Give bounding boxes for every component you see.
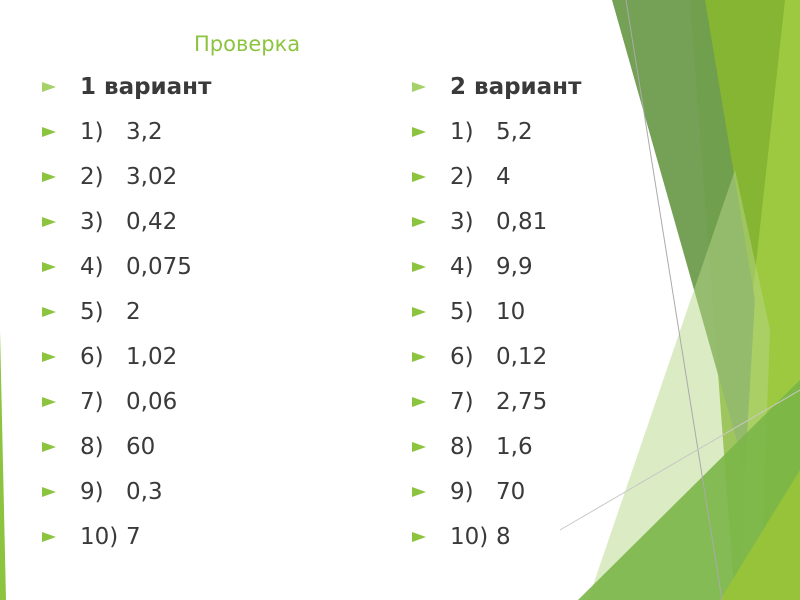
answer-number: 8) (80, 433, 104, 460)
answer-item: 6) 0,12 (412, 334, 581, 379)
answer-value: 70 (496, 478, 526, 505)
variant-heading: 2 вариант (412, 64, 581, 109)
answer-item: 5) 2 (42, 289, 211, 334)
decor-thin-line (625, 0, 723, 600)
answer-number: 6) (450, 343, 474, 370)
answer-number: 2) (80, 163, 104, 190)
answer-number: 9) (80, 478, 104, 505)
decor-thin-line (559, 389, 800, 531)
bullet-arrow-icon (42, 441, 56, 452)
answer-item: 3) 0,42 (42, 199, 211, 244)
answer-number: 10) (450, 523, 489, 550)
answer-item: 8) 1,6 (412, 424, 581, 469)
answer-item: 6) 1,02 (42, 334, 211, 379)
answer-value: 0,3 (126, 478, 163, 505)
answer-value: 0,81 (496, 208, 548, 235)
answer-item: 9) 0,3 (42, 469, 211, 514)
answer-value: 0,12 (496, 343, 548, 370)
bullet-arrow-icon (42, 306, 56, 317)
answer-number: 6) (80, 343, 104, 370)
bullet-arrow-icon (412, 486, 426, 497)
answer-number: 1) (80, 118, 104, 145)
answer-number: 2) (450, 163, 474, 190)
answer-value: 9,9 (496, 253, 533, 280)
bullet-arrow-icon (412, 351, 426, 362)
bullet-arrow-icon (42, 171, 56, 182)
answer-item: 9) 70 (412, 469, 581, 514)
variant-2-list: 2 вариант 1) 5,2 2) 4 3) 0,81 4) 9,9 5) 10 6) 0,12 7)… (412, 64, 581, 559)
answer-item: 7) 2,75 (412, 379, 581, 424)
answer-item: 1) 3,2 (42, 109, 211, 154)
bullet-arrow-icon (42, 351, 56, 362)
bullet-arrow-icon (42, 126, 56, 137)
answer-value: 1,02 (126, 343, 178, 370)
answer-value: 0,06 (126, 388, 178, 415)
slide-title: Проверка (194, 32, 301, 56)
answer-number: 3) (450, 208, 474, 235)
bullet-arrow-icon (412, 531, 426, 542)
decor-bottom-triangle (578, 380, 800, 600)
answer-value: 7 (126, 523, 141, 550)
bullet-arrow-icon (412, 396, 426, 407)
answer-value: 10 (496, 298, 526, 325)
bullet-arrow-icon (412, 171, 426, 182)
answer-value: 0,42 (126, 208, 178, 235)
bullet-arrow-icon (42, 531, 56, 542)
bullet-arrow-icon (412, 306, 426, 317)
bullet-arrow-icon (42, 81, 56, 92)
answer-item: 4) 0,075 (42, 244, 211, 289)
answer-item: 4) 9,9 (412, 244, 581, 289)
answer-number: 1) (450, 118, 474, 145)
answer-number: 8) (450, 433, 474, 460)
answer-value: 4 (496, 163, 511, 190)
answer-item: 2) 4 (412, 154, 581, 199)
answer-item: 1) 5,2 (412, 109, 581, 154)
bullet-arrow-icon (42, 486, 56, 497)
answer-value: 5,2 (496, 118, 533, 145)
answer-value: 8 (496, 523, 511, 550)
answer-number: 7) (450, 388, 474, 415)
answer-item: 10) 8 (412, 514, 581, 559)
answer-number: 9) (450, 478, 474, 505)
variant-1-list: 1 вариант 1) 3,2 2) 3,02 3) 0,42 4) 0,075 5) 2 6) 1,… (42, 64, 211, 559)
answer-item: 10) 7 (42, 514, 211, 559)
decor-left-sliver (0, 330, 6, 600)
answer-number: 5) (450, 298, 474, 325)
answer-item: 3) 0,81 (412, 199, 581, 244)
answer-value: 1,6 (496, 433, 533, 460)
answer-value: 3,2 (126, 118, 163, 145)
variant-heading: 1 вариант (42, 64, 211, 109)
bullet-arrow-icon (412, 441, 426, 452)
answer-number: 3) (80, 208, 104, 235)
answer-item: 8) 60 (42, 424, 211, 469)
answer-value: 0,075 (126, 253, 192, 280)
answer-item: 7) 0,06 (42, 379, 211, 424)
bullet-arrow-icon (412, 261, 426, 272)
answer-item: 5) 10 (412, 289, 581, 334)
answer-number: 5) (80, 298, 104, 325)
bullet-arrow-icon (42, 396, 56, 407)
bullet-arrow-icon (42, 216, 56, 227)
answer-value: 60 (126, 433, 156, 460)
variant-heading-text: 2 вариант (450, 73, 582, 100)
decor-bottom-right-light (720, 470, 800, 600)
bullet-arrow-icon (412, 216, 426, 227)
answer-value: 2 (126, 298, 141, 325)
bullet-arrow-icon (412, 126, 426, 137)
answer-value: 2,75 (496, 388, 548, 415)
answer-item: 2) 3,02 (42, 154, 211, 199)
bullet-arrow-icon (412, 81, 426, 92)
answer-number: 4) (450, 253, 474, 280)
variant-heading-text: 1 вариант (80, 73, 212, 100)
answer-value: 3,02 (126, 163, 178, 190)
answer-number: 10) (80, 523, 119, 550)
answer-number: 7) (80, 388, 104, 415)
answer-number: 4) (80, 253, 104, 280)
bullet-arrow-icon (42, 261, 56, 272)
